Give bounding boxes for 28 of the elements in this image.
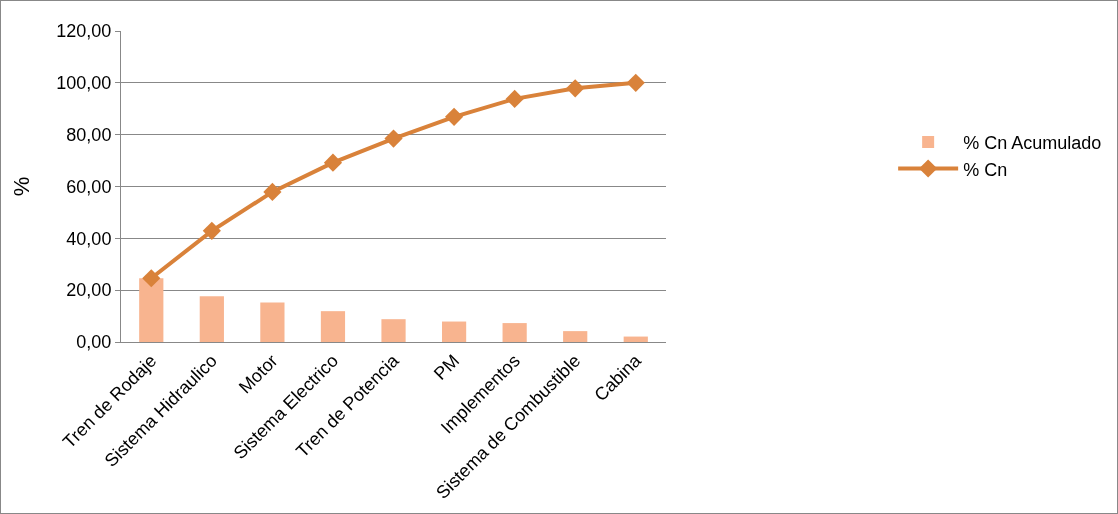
y-tick-label: 60,00 [66, 176, 112, 197]
y-tick-label: 40,00 [66, 228, 112, 249]
point [444, 107, 464, 126]
point [505, 89, 524, 108]
legend-label: % Cn Acumulado [963, 133, 1102, 154]
bar [320, 311, 346, 342]
point [384, 129, 403, 148]
bar [502, 323, 527, 342]
bar [563, 331, 588, 342]
bar [381, 319, 406, 342]
bar [441, 321, 467, 342]
y-tick-label: 120,00 [56, 21, 112, 42]
bar [139, 278, 164, 342]
y-tick-label: 0,00 [76, 332, 112, 353]
y-tick-label: 100,00 [56, 73, 112, 94]
y-tick-label: 20,00 [66, 280, 112, 301]
bar [260, 302, 285, 342]
y-tick-label: 80,00 [66, 124, 112, 145]
y-axis-title: % [9, 176, 35, 197]
point [263, 182, 282, 202]
point [142, 269, 161, 288]
point [323, 153, 343, 172]
bar [199, 296, 224, 342]
point [566, 79, 585, 98]
bar [623, 336, 648, 342]
legend-label: % Cn [963, 159, 1008, 180]
point [626, 73, 645, 92]
point [202, 221, 221, 240]
